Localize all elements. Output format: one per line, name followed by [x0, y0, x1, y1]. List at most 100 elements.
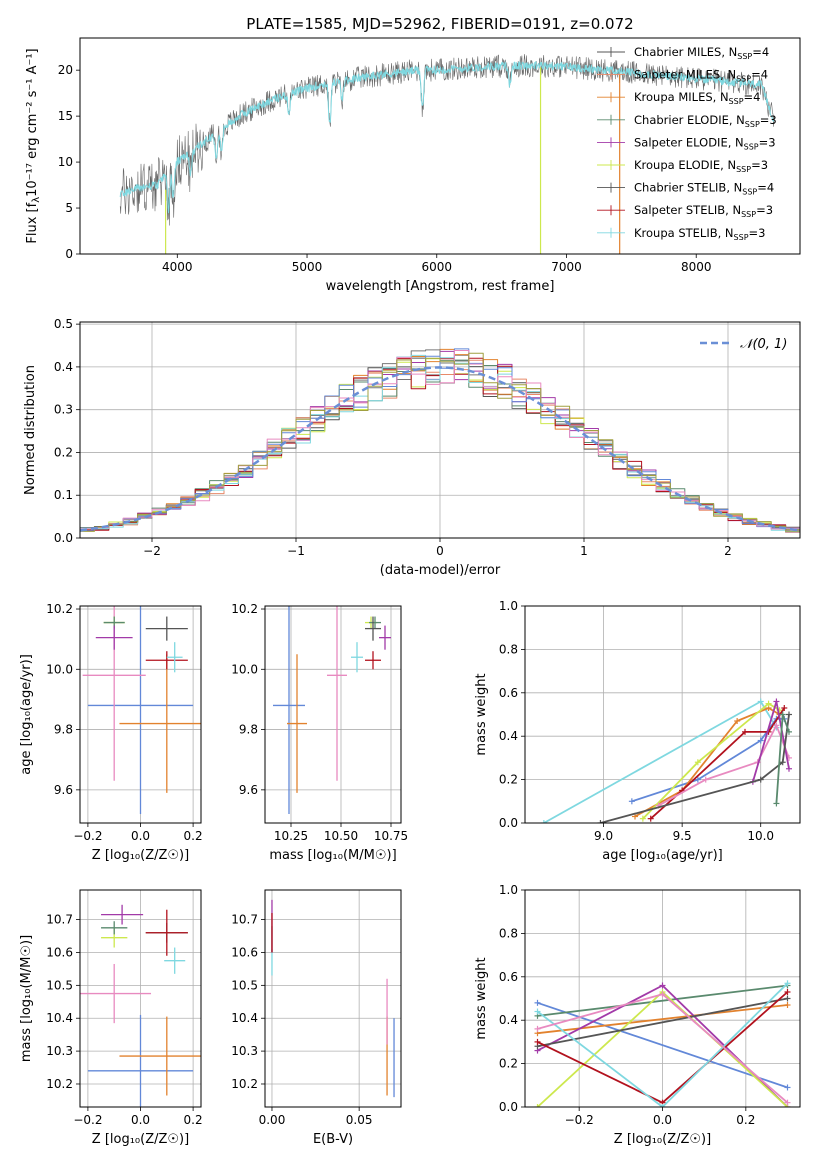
legend-tail: =3 — [749, 226, 766, 240]
y-tick-label: 1.0 — [499, 599, 518, 613]
legend-label: Chabrier STELIB, NSSP=4 — [634, 181, 774, 197]
y-tick-label: 0.6 — [499, 686, 518, 700]
legend-sub: SSP — [737, 52, 752, 61]
x-axis-label: (data-model)/error — [380, 563, 501, 578]
y-tick-label: 10.6 — [231, 945, 258, 959]
x-tick-label: 10.0 — [747, 829, 774, 843]
y-tick-label: 10.2 — [231, 1077, 258, 1091]
y-tick-label: 0.1 — [54, 488, 73, 502]
y-tick-label: 0.2 — [499, 773, 518, 787]
y-tick-label: 10.2 — [46, 602, 73, 616]
weight_vs_Z-axes: −0.2 0.0 0.2 0.0 0.2 0.4 0.6 0.8 1.0 Z [log₁₀(Z/Z… — [474, 883, 801, 1147]
legend-label: Chabrier MILES, NSSP=4 — [634, 45, 769, 61]
y-tick-label: 10.7 — [231, 913, 258, 927]
y-tick-label: 10 — [58, 155, 73, 169]
legend-sub: SSP — [742, 188, 757, 197]
legend-sub: SSP — [729, 97, 744, 106]
y-tick-label: 10.7 — [46, 913, 73, 927]
legend-label: Kroupa STELIB, NSSP=3 — [634, 226, 765, 242]
x-axis-label: Z [log₁₀(Z/Z☉)] — [92, 1132, 189, 1147]
legend-label: Salpeter ELODIE, NSSP=3 — [634, 135, 776, 151]
x-tick-label: 10.50 — [324, 829, 358, 843]
age_vs_mass-frame — [264, 605, 402, 824]
y-tick-label: 0 — [65, 247, 73, 261]
y-tick-label: 9.8 — [54, 723, 73, 737]
x-tick-label: 10.25 — [274, 829, 308, 843]
legend-sub: SSP — [736, 165, 751, 174]
y-tick-label: 9.6 — [54, 783, 73, 797]
y-axis-label: Normed distribution — [23, 365, 38, 495]
legend-tail: =4 — [751, 68, 768, 82]
y-axis-label: mass [log₁₀(M/M☉)] — [19, 935, 34, 1062]
x-tick-label: 0.2 — [736, 1113, 755, 1127]
y-label-part: Flux [f — [25, 202, 40, 243]
legend-sub: SSP — [736, 75, 751, 84]
legend-label: Kroupa MILES, NSSP=4 — [634, 90, 760, 106]
x-tick-label: 10.75 — [374, 829, 408, 843]
legend-sub: SSP — [741, 210, 756, 219]
x-axis-label: Z [log₁₀(Z/Z☉)] — [614, 1132, 711, 1147]
y-tick-label: 10.3 — [231, 1044, 258, 1058]
mass_vs_ebv-axes: 0.00 0.05 10.2 10.3 10.4 10.5 10.6 10.7 E(B-V) — [231, 889, 402, 1147]
legend-tail: =4 — [757, 181, 774, 195]
y-tick-label: 10.3 — [46, 1044, 73, 1058]
spectrum-data-line — [119, 53, 775, 226]
y-label-tail: 10⁻¹⁷ erg cm⁻² s⁻¹ A⁻¹] — [25, 48, 40, 197]
spectrum-model-line — [119, 61, 775, 214]
y-label-sub: λ — [31, 197, 42, 203]
weight_vs_age-plot — [540, 698, 792, 823]
y-tick-label: 10.0 — [231, 662, 258, 676]
residuals-axes: −2 −1 0 1 2 0.0 0.1 0.2 0.3 0.4 0.5 (data-model)/er… — [23, 317, 801, 578]
weight-series-line — [536, 982, 789, 1107]
legend-tail: =4 — [752, 45, 769, 59]
x-axis-label: Z [log₁₀(Z/Z☉)] — [92, 848, 189, 863]
x-tick-label: 0.05 — [346, 1113, 373, 1127]
mass_vs_Z-axes: −0.2 0.0 0.2 10.2 10.3 10.4 10.5 10.6 10.7 Z [log… — [19, 889, 203, 1147]
y-axis-label: age [log₁₀(age/yr)] — [19, 654, 34, 775]
weight_vs_age-axes: 9.0 9.5 10.0 0.0 0.2 0.4 0.6 0.8 1.0 age [log₁₀(a… — [474, 599, 801, 863]
weight-series-line — [537, 984, 788, 1017]
y-tick-label: 10.5 — [231, 978, 258, 992]
legend-tail: =3 — [760, 113, 777, 127]
x-axis-label: age [log₁₀(age/yr)] — [602, 848, 723, 863]
legend-text: Kroupa MILES, N — [634, 90, 729, 104]
residuals-plot — [80, 348, 800, 533]
legend-text: Kroupa ELODIE, N — [634, 158, 736, 172]
legend-sub: SSP — [734, 233, 749, 242]
y-tick-label: 1.0 — [499, 883, 518, 897]
x-tick-label: 2 — [724, 544, 732, 558]
age_vs_mass-plot — [273, 606, 391, 814]
weight_vs_Z-plot — [534, 980, 791, 1107]
y-tick-label: 0.3 — [54, 403, 73, 417]
y-tick-label: 10.0 — [46, 662, 73, 676]
y-tick-label: 0.0 — [499, 816, 518, 830]
y-tick-label: 10.2 — [231, 602, 258, 616]
x-tick-label: 4000 — [162, 260, 193, 274]
weight_vs_Z-frame — [524, 889, 801, 1108]
x-axis-label: mass [log₁₀(M/M☉)] — [269, 848, 396, 863]
legend-text: Salpeter STELIB, N — [634, 203, 741, 217]
mass_vs_Z-frame — [79, 889, 202, 1108]
x-tick-label: −0.2 — [73, 1113, 102, 1127]
mass_vs_Z-plot — [80, 904, 201, 1107]
x-tick-label: 0.00 — [259, 1113, 286, 1127]
legend-tail: =3 — [756, 203, 773, 217]
x-tick-label: −2 — [143, 544, 161, 558]
x-tick-label: 0 — [436, 544, 444, 558]
y-tick-label: 0.6 — [499, 970, 518, 984]
y-tick-label: 0.0 — [499, 1100, 518, 1114]
y-tick-label: 0.2 — [499, 1057, 518, 1071]
weight_vs_age-frame — [524, 605, 801, 824]
y-tick-label: 9.6 — [239, 783, 258, 797]
legend-text: Chabrier MILES, N — [634, 45, 737, 59]
y-tick-label: 10.4 — [231, 1011, 258, 1025]
histogram-step — [80, 350, 800, 530]
x-tick-label: 0.2 — [184, 1113, 203, 1127]
y-tick-label: 10.6 — [46, 945, 73, 959]
age_vs_Z-plot — [82, 606, 201, 814]
y-tick-label: 0.4 — [499, 1013, 518, 1027]
weight-series-line — [537, 997, 788, 1048]
x-tick-label: 0.0 — [653, 1113, 672, 1127]
